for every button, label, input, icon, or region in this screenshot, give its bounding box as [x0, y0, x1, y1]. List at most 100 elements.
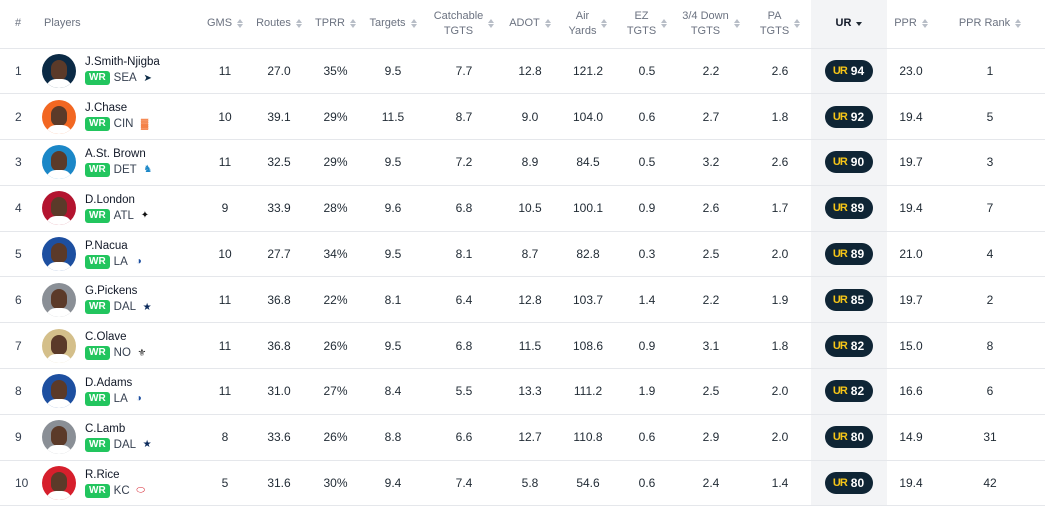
column-header-ppr_rank[interactable]: PPR Rank	[935, 0, 1045, 48]
stat-ppr-rank: 8	[986, 338, 994, 353]
stat-adot: 5.8	[521, 476, 539, 491]
rams-logo-icon: ◑	[135, 256, 142, 268]
stat-tprr: 35%	[323, 63, 348, 78]
player-cell[interactable]: C.Olave WR NO ⚜	[40, 323, 200, 369]
sort-arrows-icon[interactable]	[1015, 19, 1022, 29]
ur-logo-icon: UR	[832, 248, 848, 261]
stat-pa: 1.7	[771, 201, 789, 216]
cowboys-star-icon: ★	[142, 301, 152, 313]
column-header-ez[interactable]: EZ TGTS	[621, 0, 673, 48]
player-avatar	[42, 237, 76, 272]
column-header-pa[interactable]: PA TGTS	[749, 0, 811, 48]
column-header-routes[interactable]: Routes	[250, 0, 308, 48]
player-name[interactable]: J.Chase	[85, 102, 128, 115]
column-header-targets[interactable]: Targets	[363, 0, 423, 48]
rank-cell: 7	[15, 338, 22, 353]
ur-logo-icon: UR	[832, 293, 848, 306]
player-cell[interactable]: C.Lamb WR DAL ★	[40, 414, 200, 460]
sort-arrows-icon[interactable]	[295, 19, 302, 29]
column-header-label: Catchable TGTS	[433, 9, 484, 37]
table-row[interactable]: 3 A.St. Brown WR DET ♞ 11 32.5 29% 9.5 7.2 8.9 84.5…	[0, 139, 1045, 186]
column-header-adot[interactable]: ADOT	[505, 0, 555, 48]
column-header-air[interactable]: Air Yards	[555, 0, 621, 48]
player-name[interactable]: A.St. Brown	[85, 147, 146, 160]
player-name[interactable]: C.Olave	[85, 331, 127, 344]
stat-routes: 39.1	[267, 109, 291, 124]
ur-score: 82	[850, 384, 865, 399]
player-name[interactable]: D.Adams	[85, 376, 133, 389]
stat-pa: 1.8	[771, 109, 789, 124]
player-avatar	[42, 374, 76, 409]
team-abbr: ATL	[113, 209, 134, 222]
sort-arrows-icon[interactable]	[488, 19, 495, 29]
table-row[interactable]: 2 J.Chase WR CIN ▓ 10 39.1 29% 11.5 8.7 9.0 104.0 0.…	[0, 93, 1045, 140]
stat-down: 3.2	[702, 155, 720, 170]
sort-arrows-icon[interactable]	[733, 19, 740, 29]
team-abbr: DAL	[113, 438, 137, 451]
ur-logo-icon: UR	[832, 477, 848, 490]
stat-pa: 1.8	[771, 338, 789, 353]
ur-cell: UR 82	[811, 368, 887, 415]
table-row[interactable]: 9 C.Lamb WR DAL ★ 8 33.6 26% 8.8 6.6 12.7 110.8 0.6 2…	[0, 414, 1045, 461]
table-row[interactable]: 7 C.Olave WR NO ⚜ 11 36.8 26% 9.5 6.8 11.5 108.6 0.9…	[0, 322, 1045, 369]
table-row[interactable]: 10 R.Rice WR KC ⬭ 5 31.6 30% 9.4 7.4 5.8 54.6 0.6 2.4…	[0, 460, 1045, 506]
bengals-logo-icon: ▓	[140, 118, 149, 130]
player-cell[interactable]: J.Smith-Njigba WR SEA ➤	[40, 48, 200, 94]
sort-arrows-icon[interactable]	[410, 19, 417, 29]
stat-targets: 8.8	[384, 430, 402, 445]
stat-pa: 2.0	[771, 247, 789, 262]
table-row[interactable]: 8 D.Adams WR LA ◑ 11 31.0 27% 8.4 5.5 13.3 111.2 1.9…	[0, 368, 1045, 415]
player-cell[interactable]: R.Rice WR KC ⬭	[40, 460, 200, 506]
player-name[interactable]: C.Lamb	[85, 422, 126, 435]
stat-down: 3.1	[702, 338, 720, 353]
column-header-label: UR	[835, 17, 852, 30]
sort-arrows-icon[interactable]	[544, 19, 551, 29]
table-row[interactable]: 4 D.London WR ATL ✦ 9 33.9 28% 9.6 6.8 10.5 100.1 0.…	[0, 185, 1045, 232]
sort-arrows-icon[interactable]	[661, 19, 668, 29]
stat-ppr-rank: 6	[986, 384, 994, 399]
table-row[interactable]: 5 P.Nacua WR LA ◑ 10 27.7 34% 9.5 8.1 8.7 82.8 0.3 2.…	[0, 231, 1045, 277]
player-cell[interactable]: J.Chase WR CIN ▓	[40, 94, 200, 140]
rank-cell: 8	[15, 384, 22, 399]
player-cell[interactable]: G.Pickens WR DAL ★	[40, 277, 200, 323]
stat-catchable: 6.4	[455, 292, 473, 307]
player-cell[interactable]: D.Adams WR LA ◑	[40, 369, 200, 415]
sort-arrows-icon[interactable]	[856, 21, 863, 26]
column-header-catchable[interactable]: Catchable TGTS	[423, 0, 505, 48]
ur-logo-icon: UR	[832, 202, 848, 215]
player-name[interactable]: D.London	[85, 193, 135, 206]
column-header-ppr[interactable]: PPR	[887, 0, 935, 48]
ur-score-badge: UR 82	[824, 380, 874, 403]
player-cell[interactable]: D.London WR ATL ✦	[40, 185, 200, 231]
player-name[interactable]: P.Nacua	[85, 239, 128, 252]
sort-arrows-icon[interactable]	[794, 19, 801, 29]
table-row[interactable]: 1 J.Smith-Njigba WR SEA ➤ 11 27.0 35% 9.5 7.7 12.8…	[0, 48, 1045, 94]
player-cell[interactable]: A.St. Brown WR DET ♞	[40, 140, 200, 186]
ur-logo-icon: UR	[832, 156, 848, 169]
position-badge: WR	[85, 300, 110, 315]
sort-arrows-icon[interactable]	[237, 19, 244, 29]
player-name[interactable]: R.Rice	[85, 468, 120, 481]
sort-arrows-icon[interactable]	[601, 19, 608, 29]
column-header-tprr[interactable]: TPRR	[308, 0, 363, 48]
stat-targets: 9.5	[384, 247, 402, 262]
stat-pa: 2.0	[771, 384, 789, 399]
column-header-label: #	[15, 17, 22, 30]
column-header-gms[interactable]: GMS	[200, 0, 250, 48]
sort-arrows-icon[interactable]	[921, 19, 928, 29]
stat-catchable: 6.8	[455, 338, 473, 353]
column-header-ur[interactable]: UR	[811, 0, 887, 48]
position-badge: WR	[85, 117, 110, 132]
column-header-down[interactable]: 3/4 Down TGTS	[673, 0, 749, 48]
player-cell[interactable]: P.Nacua WR LA ◑	[40, 231, 200, 277]
stat-routes: 27.0	[267, 63, 291, 78]
stat-ppr: 14.9	[899, 430, 923, 445]
sort-arrows-icon[interactable]	[349, 19, 356, 29]
falcons-logo-icon: ✦	[140, 210, 150, 222]
stat-down: 2.6	[702, 201, 720, 216]
player-name[interactable]: G.Pickens	[85, 285, 138, 298]
player-name[interactable]: J.Smith-Njigba	[85, 56, 160, 69]
ur-cell: UR 80	[811, 414, 887, 461]
stat-pa: 2.0	[771, 430, 789, 445]
table-row[interactable]: 6 G.Pickens WR DAL ★ 11 36.8 22% 8.1 6.4 12.8 103.7…	[0, 276, 1045, 323]
